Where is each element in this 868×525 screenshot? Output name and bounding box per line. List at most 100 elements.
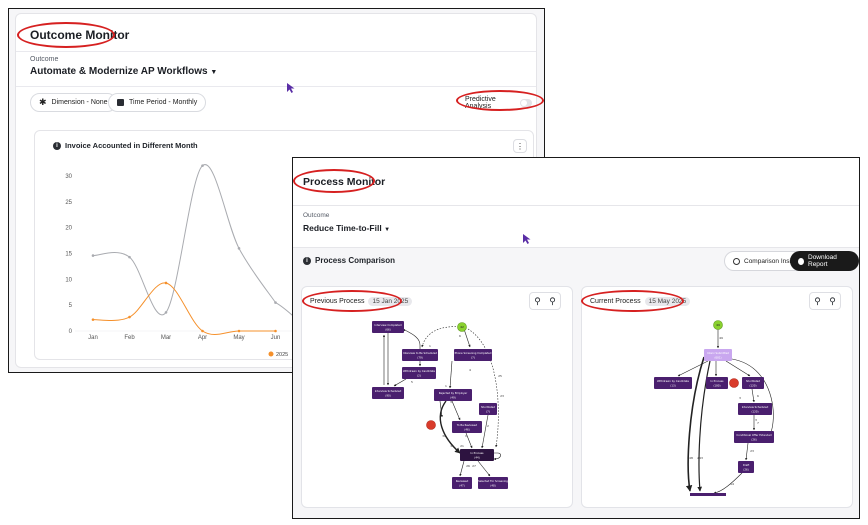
node-label: Interview Completed [374,323,401,327]
process-node[interactable]: Withdrawn by Candidate(2) [402,367,436,379]
more-options-button[interactable]: ⋮ [513,139,527,153]
zoom-in-icon[interactable]: ⚲ [534,295,541,306]
process-node[interactable]: Rejected by Employer(49) [434,389,472,401]
edge-label: 14 [730,482,734,486]
edge [725,360,751,377]
edge [476,452,501,461]
process-node[interactable]: To Be Reviewed(46) [452,421,482,433]
end-node[interactable] [729,378,739,388]
node-count: (120) [750,384,757,388]
process-node[interactable]: Interview Scheduled(120) [738,403,772,415]
divider [16,51,536,52]
data-point[interactable] [91,318,95,321]
section-header: i Process Comparison [303,256,395,265]
process-node[interactable]: In Process(44) [460,449,494,461]
chart-card-header: i Invoice Accounted in Different Month [53,141,198,150]
node-label: Draft [743,463,750,467]
zoom-in-icon[interactable]: ⚲ [814,295,821,306]
node-label: Shortlisted [481,405,495,409]
data-point[interactable] [201,329,204,333]
time-period-filter[interactable]: Time Period - Monthly [108,93,207,112]
divider [16,86,536,87]
y-tick-label: 25 [65,200,72,206]
y-tick-label: 20 [65,226,72,232]
node-count: (66) [385,328,390,332]
node-label: Shortlisted [746,379,760,383]
outcome-select[interactable]: Automate & Modernize AP Workflows ▼ [30,66,217,77]
process-node[interactable]: Conditional Offer Extended(26) [734,431,774,443]
zoom-controls: ⚲ ⚲ [529,292,561,310]
zoom-out-icon[interactable]: ⚲ [549,295,556,306]
node-count: (46) [464,428,469,432]
edge-label: 26 [466,464,470,468]
node-count: (26) [751,438,756,442]
annotation-oval [302,290,402,312]
data-point[interactable] [128,255,131,259]
outcome-monitor-card: Outcome Monitor Outcome Automate & Moder… [15,13,544,368]
y-tick-label: 30 [65,174,72,180]
start-node[interactable] [457,322,467,332]
process-node[interactable]: Reviewed(47) [452,477,472,489]
outcome-select[interactable]: Reduce Time-to-Fill ▼ [303,223,390,233]
process-node[interactable]: Selected For Screening(48) [478,477,508,489]
x-tick-label: Mar [161,335,171,341]
edge [439,400,443,418]
process-node[interactable]: Interview to Be Scheduled(79) [402,349,438,361]
edge-label: 3 [755,418,757,422]
process-node[interactable]: Draft(26) [738,461,754,473]
edge [448,360,453,389]
process-node[interactable]: Phone Screening Completed(7) [454,349,492,361]
edge-label: 7 [757,421,759,425]
outcome-select-value: Reduce Time-to-Fill [303,223,382,233]
edge [751,388,755,403]
y-tick-label: 15 [65,252,72,258]
node-count: (2) [417,374,421,378]
edge [465,432,473,449]
start-node-label: 49 [716,323,720,327]
edge-label: 30 [442,434,446,438]
caret-down-icon: ▼ [384,227,391,233]
data-point[interactable] [164,311,168,314]
process-node[interactable]: Interview Completed(66) [372,321,404,333]
process-node[interactable]: Shortlisted(7) [479,403,497,415]
node-count: (48) [490,484,495,488]
node-label: Interview to Be Scheduled [403,351,437,355]
process-node[interactable]: Interv Submitted(681) [704,349,732,361]
node-count: (681) [715,356,722,360]
download-report-button[interactable]: Download Report [790,251,859,271]
process-node[interactable]: Withdrawn by Candidate(13) [654,377,692,389]
data-point[interactable] [237,247,241,250]
outcome-section: Outcome Reduce Time-to-Fill ▼ [293,206,859,248]
data-point[interactable] [164,281,168,285]
node-label: To Be Reviewed [457,423,478,427]
node-label: Phone Screening Completed [455,351,492,355]
start-node[interactable] [713,320,723,330]
process-node[interactable]: In Process(180) [706,377,728,389]
zoom-out-icon[interactable]: ⚲ [829,295,836,306]
calendar-icon [117,99,124,106]
data-point[interactable] [201,164,204,167]
edge [439,400,461,454]
edge-label: 25 [498,374,502,378]
dimension-filter-label: Dimension - None [51,99,108,106]
data-point[interactable] [274,329,277,333]
edge [393,378,407,387]
edge [402,328,421,349]
data-point[interactable] [237,329,241,333]
process-node[interactable]: Interview Scheduled(90) [372,387,404,399]
edge [677,360,709,377]
node-count: (90) [385,394,390,398]
node-label: Withdrawn by Candidate [403,369,435,373]
process-node[interactable]: Shortlisted(120) [742,377,764,389]
annotation-oval [293,169,375,193]
annotation-oval [17,22,115,48]
caret-down-icon: ▼ [210,69,218,76]
x-tick-label: May [233,335,244,341]
dimension-filter[interactable]: ✱ Dimension - None [30,93,117,112]
end-node[interactable] [426,420,436,430]
data-point[interactable] [91,254,95,257]
data-point[interactable] [128,315,131,319]
edge [713,472,743,494]
node-label: Interv Submitted [707,351,729,355]
edge-label: 4 [469,368,471,372]
